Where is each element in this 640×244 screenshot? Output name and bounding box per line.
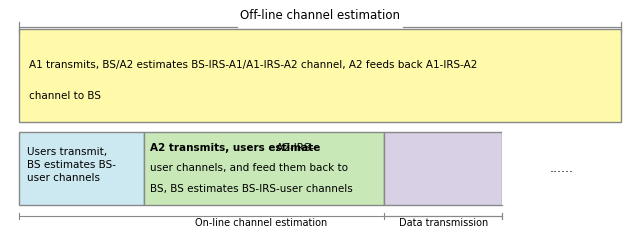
Text: A2 transmits, users estimate: A2 transmits, users estimate bbox=[150, 143, 321, 153]
Text: ......: ...... bbox=[550, 162, 573, 175]
Text: user channels, and feed them back to: user channels, and feed them back to bbox=[150, 163, 348, 173]
Bar bbox=[19, 132, 144, 205]
Text: A1 transmits, BS/A2 estimates BS-IRS-A1/A1-IRS-A2 channel, A2 feeds back A1-IRS-: A1 transmits, BS/A2 estimates BS-IRS-A1/… bbox=[29, 60, 477, 70]
Bar bbox=[19, 29, 621, 122]
Bar bbox=[502, 132, 621, 205]
Text: On-line channel estimation: On-line channel estimation bbox=[195, 218, 327, 228]
Text: Users transmit,
BS estimates BS-
user channels: Users transmit, BS estimates BS- user ch… bbox=[27, 146, 116, 183]
Text: Off-line channel estimation: Off-line channel estimation bbox=[240, 9, 400, 22]
Bar bbox=[384, 132, 502, 205]
Bar bbox=[144, 132, 384, 205]
Text: channel to BS: channel to BS bbox=[29, 91, 101, 101]
Text: BS, BS estimates BS-IRS-user channels: BS, BS estimates BS-IRS-user channels bbox=[150, 184, 353, 194]
Text: A2-IRS-: A2-IRS- bbox=[273, 143, 314, 153]
Text: Data transmission: Data transmission bbox=[399, 218, 488, 228]
